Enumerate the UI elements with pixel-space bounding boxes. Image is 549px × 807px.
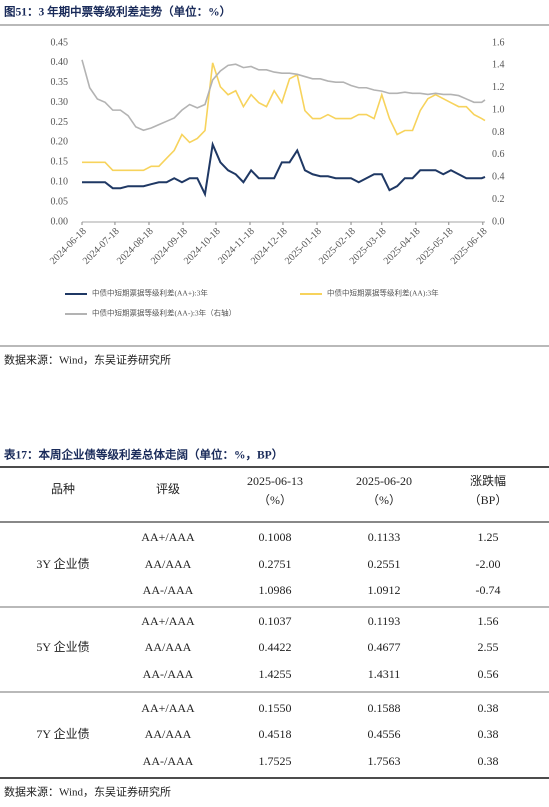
y2-tick-label: 0.8 (492, 127, 505, 138)
y-tick-label: 0.00 (51, 216, 69, 227)
group-name: 5Y 企业债 (36, 639, 89, 654)
header-cell: 2025-06-20 (356, 474, 412, 488)
table-cell: 0.4422 (259, 640, 292, 654)
legend-label: 中债中短期票据等级利差(AA+):3年 (92, 288, 208, 298)
table-title: 表17：本周企业债等级利差总体走阔（单位：%，BP） (3, 448, 283, 462)
table-cell: 0.4518 (259, 727, 292, 741)
table-cell: 0.4677 (368, 640, 401, 654)
table-cell: 0.1037 (259, 614, 292, 628)
x-tick-label: 2025-06-18 (449, 226, 490, 267)
y-tick-label: 0.20 (51, 137, 69, 148)
y2-tick-label: 0.2 (492, 194, 505, 205)
legend-label: 中债中短期票据等级利差(AA):3年 (327, 288, 439, 298)
header-cell: （BP） (469, 493, 508, 507)
table-cell: 0.2751 (259, 557, 292, 571)
series-line (82, 62, 486, 172)
series-line (82, 140, 486, 198)
header-cell: 品种 (51, 482, 75, 496)
figure-source: 数据来源：Wind，东吴证券研究所 (4, 353, 171, 367)
table-cell: 0.1550 (259, 701, 292, 715)
y2-tick-label: 0.4 (492, 172, 505, 183)
table-cell: -2.00 (476, 557, 501, 571)
group-name: 7Y 企业债 (36, 726, 89, 741)
table-cell: AA/AAA (145, 727, 192, 741)
table-cell: AA/AAA (145, 557, 192, 571)
y2-tick-label: 1.6 (492, 37, 505, 48)
legend-label: 中债中短期票据等级利差(AA-):3年（右轴） (92, 308, 236, 318)
y-tick-label: 0.35 (51, 77, 69, 88)
table-cell: 1.0912 (368, 583, 401, 597)
table-cell: 0.56 (478, 667, 499, 681)
y-tick-label: 0.15 (51, 157, 69, 168)
table-cell: 2.55 (478, 640, 499, 654)
table-source: 数据来源：Wind，东吴证券研究所 (4, 785, 171, 799)
table-cell: AA+/AAA (141, 614, 195, 628)
table-cell: 1.25 (478, 530, 499, 544)
y2-tick-label: 0.0 (492, 216, 505, 227)
header-cell: （%） (258, 493, 292, 507)
y-tick-label: 0.30 (51, 97, 69, 108)
table-cell: 0.1193 (368, 614, 401, 628)
table-cell: 0.38 (478, 701, 499, 715)
y-tick-label: 0.25 (51, 117, 69, 128)
series-line (81, 59, 486, 132)
y-tick-label: 0.10 (51, 177, 69, 188)
table-cell: 0.1588 (368, 701, 401, 715)
table-cell: AA+/AAA (141, 701, 195, 715)
table-cell: 0.2551 (368, 557, 401, 571)
group-name: 3Y 企业债 (36, 556, 89, 571)
y2-tick-label: 0.6 (492, 149, 505, 160)
y2-tick-label: 1.2 (492, 82, 505, 93)
table-cell: 1.4255 (259, 667, 292, 681)
table-cell: 1.4311 (368, 667, 401, 681)
header-cell: 涨跌幅 (470, 473, 506, 488)
table-cell: AA-/AAA (143, 667, 194, 681)
table-cell: AA-/AAA (143, 754, 194, 768)
table-cell: 0.38 (478, 754, 499, 768)
table-cell: 1.56 (478, 614, 499, 628)
table-cell: -0.74 (476, 583, 501, 597)
table-cell: 0.1008 (259, 530, 292, 544)
table-cell: 1.7563 (368, 754, 401, 768)
table-cell: 1.0986 (259, 583, 292, 597)
y2-tick-label: 1.4 (492, 60, 505, 71)
y-tick-label: 0.05 (51, 196, 69, 207)
header-cell: （%） (367, 493, 401, 507)
y2-tick-label: 1.0 (492, 104, 505, 115)
table-cell: 0.38 (478, 727, 499, 741)
table-cell: AA/AAA (145, 640, 192, 654)
table-cell: 0.1133 (368, 530, 401, 544)
y-tick-label: 0.45 (51, 37, 69, 48)
header-cell: 2025-06-13 (247, 474, 303, 488)
figure-title: 图51：3 年期中票等级利差走势（单位：%） (4, 5, 231, 19)
table-cell: 0.4556 (368, 727, 401, 741)
y-tick-label: 0.40 (51, 57, 69, 68)
table-cell: AA+/AAA (141, 530, 195, 544)
table-cell: AA-/AAA (143, 583, 194, 597)
header-cell: 评级 (156, 482, 180, 496)
table-cell: 1.7525 (259, 754, 292, 768)
